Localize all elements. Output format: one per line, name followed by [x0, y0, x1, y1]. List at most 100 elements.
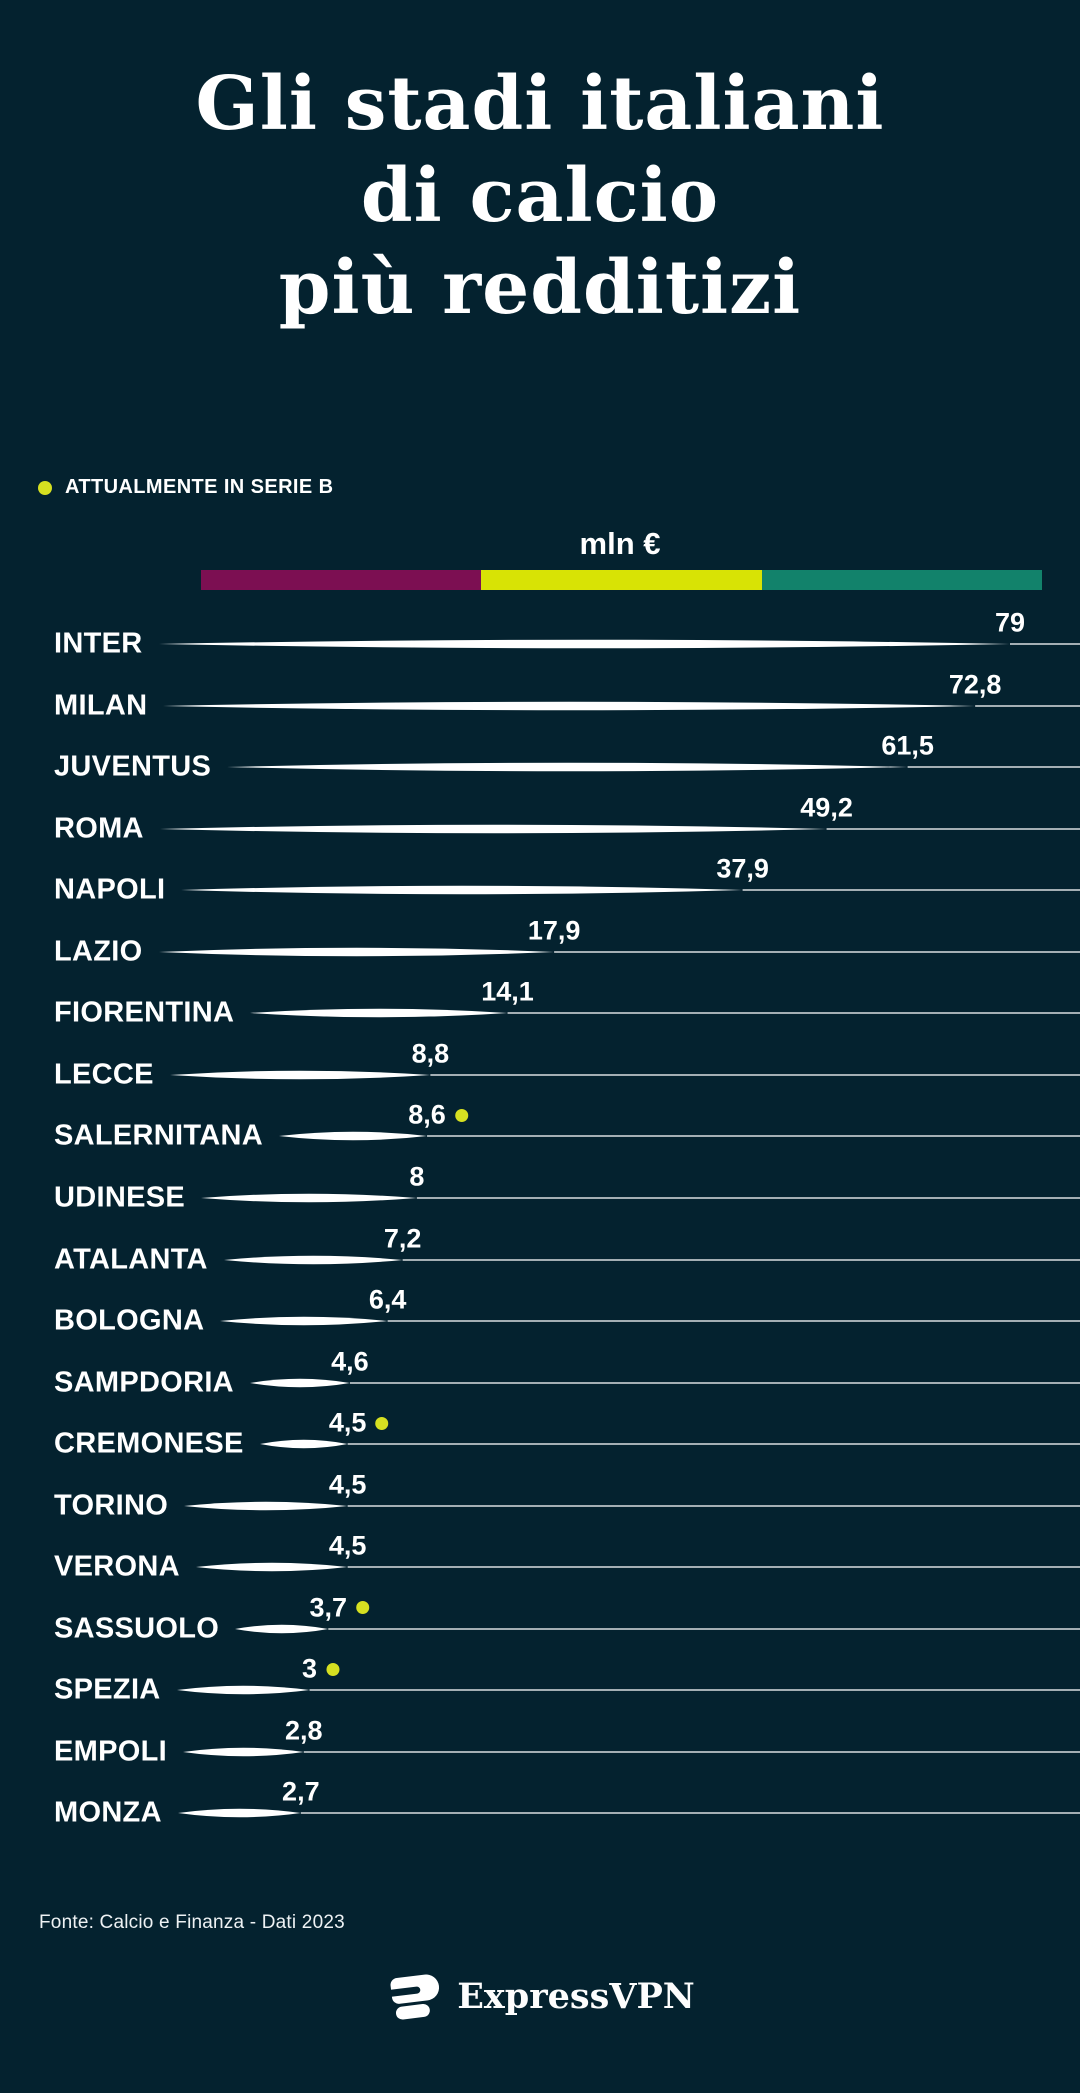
- value-text: 4,6: [331, 1346, 369, 1377]
- team-name: LAZIO: [54, 935, 143, 968]
- serie-b-dot-icon: [326, 1662, 340, 1676]
- value-label: 4,6: [331, 1346, 369, 1377]
- team-row: SALERNITANA 8,6: [0, 1100, 1080, 1167]
- team-row: ATALANTA 7,2: [0, 1223, 1080, 1291]
- value-text: 3,7: [309, 1592, 348, 1623]
- scale-bar-segment-0: [201, 570, 482, 590]
- team-name: CREMONESE: [54, 1427, 244, 1460]
- wedge-shape: [260, 1439, 348, 1449]
- team-row: JUVENTUS 61,5: [0, 731, 1080, 798]
- serie-b-dot-icon: [375, 1416, 389, 1430]
- value-text: 79: [994, 607, 1026, 638]
- team-name: VERONA: [54, 1550, 180, 1583]
- bar-wedge: [196, 1563, 1080, 1572]
- title-line-3: più redditizi: [278, 245, 802, 331]
- unit-label: mln €: [579, 526, 661, 561]
- value-text: 17,9: [527, 915, 581, 946]
- wedge-shape: [279, 1132, 428, 1141]
- serie-b-legend-label: ATTUALMENTE IN SERIE B: [65, 476, 334, 498]
- wedge-shape: [220, 1316, 388, 1326]
- value-label: 2,8: [285, 1715, 323, 1746]
- wedge-shape: [196, 1563, 348, 1572]
- page-title: Gli stadi italiani di calcio più redditi…: [0, 58, 1080, 334]
- team-name: MONZA: [54, 1796, 162, 1829]
- team-row: SPEZIA 3: [0, 1654, 1080, 1721]
- scale-color-bar: [201, 570, 1042, 590]
- value-label: 79: [995, 608, 1025, 639]
- serie-b-legend: ATTUALMENTE IN SERIE B: [38, 476, 333, 499]
- team-name: SALERNITANA: [54, 1119, 263, 1152]
- value-label: 8,6: [408, 1100, 468, 1131]
- expressvpn-icon: [386, 1974, 440, 2020]
- team-name: SPEZIA: [54, 1673, 161, 1706]
- team-name: UDINESE: [54, 1181, 186, 1214]
- source-note: Fonte: Calcio e Finanza - Dati 2023: [39, 1912, 345, 1933]
- value-text: 72,8: [948, 669, 1002, 700]
- wedge-shape: [160, 824, 827, 833]
- serie-b-dot-icon: [454, 1108, 468, 1122]
- serie-b-dot-icon: [356, 1601, 370, 1615]
- value-text: 8: [409, 1161, 425, 1192]
- bar-wedge: [260, 1439, 1080, 1449]
- title-line-1: Gli stadi italiani: [195, 61, 885, 147]
- bar-wedge: [177, 1686, 1080, 1695]
- value-text: 37,9: [716, 853, 769, 884]
- value-label: 4,5: [329, 1469, 367, 1500]
- bar-wedge: [220, 1316, 1080, 1326]
- value-label: 61,5: [881, 731, 934, 762]
- value-label: 49,2: [800, 792, 853, 823]
- team-name: LECCE: [54, 1058, 154, 1091]
- value-label: 17,9: [528, 915, 581, 946]
- team-name: SASSUOLO: [54, 1612, 220, 1645]
- wedge-shape: [178, 1809, 301, 1818]
- value-label: 3: [302, 1654, 340, 1685]
- team-row: LECCE 8,8: [0, 1038, 1080, 1106]
- team-row: VERONA 4,5: [0, 1531, 1080, 1598]
- wedge-shape: [183, 1747, 304, 1757]
- bar-wedge: [170, 1070, 1080, 1080]
- team-name: INTER: [54, 627, 143, 660]
- brand-logo: ExpressVPN: [0, 1966, 1080, 2026]
- bar-wedge: [181, 885, 1080, 895]
- team-row: MONZA 2,7: [0, 1777, 1080, 1844]
- wedge-shape: [163, 701, 976, 710]
- team-name: ROMA: [54, 812, 144, 845]
- bar-wedge: [184, 1501, 1080, 1510]
- bar-wedge: [159, 639, 1080, 649]
- wedge-shape: [235, 1624, 329, 1634]
- value-text: 8,8: [411, 1038, 450, 1069]
- wedge-shape: [159, 947, 555, 956]
- value-label: 7,2: [384, 1223, 422, 1254]
- bar-wedge: [159, 947, 1080, 956]
- value-text: 61,5: [881, 730, 934, 761]
- wedge-shape: [177, 1686, 310, 1695]
- wedge-shape: [170, 1070, 431, 1080]
- wedge-shape: [227, 762, 908, 772]
- scale-bar-segment-2: [761, 570, 1042, 590]
- wedge-shape: [250, 1009, 508, 1018]
- wedge-shape: [224, 1255, 403, 1264]
- team-row: ROMA 49,2: [0, 792, 1080, 860]
- team-row: CREMONESE 4,5: [0, 1408, 1080, 1475]
- bar-wedge: [201, 1193, 1080, 1203]
- team-row: SAMPDORIA 4,6: [0, 1346, 1080, 1414]
- bar-wedge: [183, 1747, 1080, 1757]
- team-row: UDINESE 8: [0, 1161, 1080, 1229]
- value-label: 37,9: [716, 854, 769, 885]
- value-label: 4,5: [328, 1407, 389, 1439]
- team-row: FIORENTINA 14,1: [0, 977, 1080, 1044]
- bar-wedge: [227, 762, 1080, 772]
- bar-wedge: [160, 824, 1080, 833]
- team-row: EMPOLI 2,8: [0, 1715, 1080, 1783]
- value-label: 72,8: [949, 669, 1002, 700]
- serie-b-legend-dot-icon: [38, 480, 52, 495]
- bar-wedge: [178, 1809, 1080, 1818]
- team-name: FIORENTINA: [54, 996, 235, 1029]
- bar-wedge: [250, 1378, 1080, 1387]
- value-text: 4,5: [328, 1407, 367, 1438]
- team-name: ATALANTA: [54, 1243, 208, 1275]
- bar-wedge: [235, 1624, 1080, 1634]
- value-text: 7,2: [383, 1223, 422, 1253]
- bar-wedge: [279, 1132, 1080, 1141]
